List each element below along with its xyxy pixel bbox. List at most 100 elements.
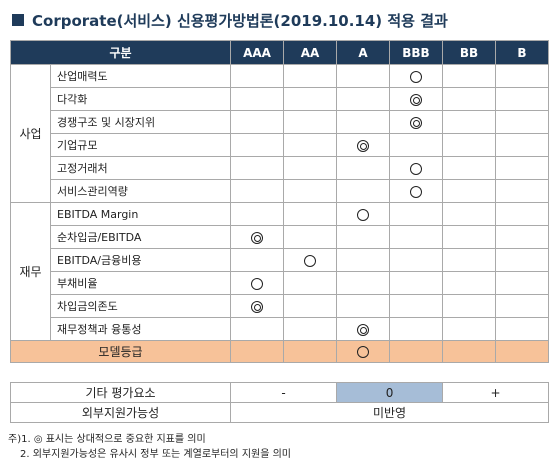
circle-icon: [304, 254, 316, 267]
grade-cell-a: [336, 133, 390, 157]
indicator-label: 차입금의존도: [50, 294, 231, 318]
table-row: 다각화: [11, 87, 549, 111]
table-row: 순차입금/EBITDA: [11, 225, 549, 249]
grade-cell-a: [336, 294, 390, 318]
circle-icon: [357, 346, 369, 358]
grade-cell-aa: [283, 202, 337, 226]
grade-cell-bb: [442, 179, 496, 203]
grade-cell-bbb: [389, 225, 443, 249]
grade-cell-bb: [442, 202, 496, 226]
other-factors-plus: +: [442, 382, 550, 403]
indicator-label: 부채비율: [50, 271, 231, 295]
grade-cell-aa: [283, 110, 337, 134]
grade-cell-bbb: [389, 156, 443, 180]
header-gubun: 구분: [10, 40, 231, 65]
double-circle-icon: [251, 231, 263, 244]
rating-table: 구분 AAA AA A BBB BB B 사업 산업매력도 다각화 경쟁구조 및 시장…: [10, 40, 549, 363]
table-row: 기업규모: [11, 133, 549, 157]
grade-cell-aa: [283, 340, 337, 363]
grade-cell-bbb: [389, 110, 443, 134]
double-circle-icon: [357, 323, 369, 336]
circle-icon: [410, 162, 422, 175]
grade-cell-b: [495, 317, 549, 341]
grade-cell-bb: [442, 317, 496, 341]
circle-icon: [251, 277, 263, 290]
table-row: 재무정책과 융통성: [11, 317, 549, 341]
header-grade: AA: [283, 40, 337, 65]
header-grade: B: [495, 40, 549, 65]
indicator-label: 경쟁구조 및 시장지위: [50, 110, 231, 134]
grade-cell-bbb: [389, 248, 443, 272]
circle-icon: [410, 185, 422, 198]
grade-cell-b: [495, 87, 549, 111]
grade-cell-aaa: [230, 179, 284, 203]
grade-cell-aaa: [230, 156, 284, 180]
grade-cell-a: [336, 64, 390, 88]
grade-cell-bb: [442, 64, 496, 88]
indicator-label: EBITDA Margin: [50, 202, 231, 226]
grade-cell-bb: [442, 271, 496, 295]
grade-cell-bbb: [389, 179, 443, 203]
grade-cell-bbb: [389, 294, 443, 318]
table-row: 사업 산업매력도: [10, 64, 549, 203]
grade-cell-aa: [283, 64, 337, 88]
grade-cell-b: [495, 202, 549, 226]
grade-cell-a: [336, 271, 390, 295]
external-support-label: 외부지원가능성: [10, 402, 231, 423]
grade-cell-aa: [283, 294, 337, 318]
header-grade: BB: [442, 40, 496, 65]
grade-cell-aaa: [230, 248, 284, 272]
grade-cell-a: [336, 317, 390, 341]
table-row: 부채비율: [11, 271, 549, 295]
grade-cell-bbb: [389, 133, 443, 157]
double-circle-icon: [410, 116, 422, 129]
table-row: 고정거래처: [11, 156, 549, 180]
circle-icon: [410, 70, 422, 83]
other-factors-row: 기타 평가요소 - 0 +: [10, 382, 550, 403]
grade-cell-a: [336, 225, 390, 249]
grade-cell-b: [495, 133, 549, 157]
grade-cell-aa: [283, 248, 337, 272]
grade-cell-a: [336, 179, 390, 203]
grade-cell-aa: [283, 317, 337, 341]
footnotes: 주)1. ◎ 표시는 상대적으로 중요한 지표를 의미 2. 외부지원가능성은 …: [8, 432, 291, 462]
grade-cell-bbb: [389, 64, 443, 88]
grade-cell-aaa: [230, 202, 284, 226]
grade-cell-aaa: [230, 271, 284, 295]
double-circle-icon: [410, 93, 422, 106]
indicator-label: 서비스관리역량: [50, 179, 231, 203]
external-support-row: 외부지원가능성 미반영: [10, 402, 550, 423]
other-factors-minus: -: [230, 382, 337, 403]
table-row: 차입금의존도: [11, 294, 549, 318]
grade-cell-bb: [442, 87, 496, 111]
grade-cell-a: [336, 156, 390, 180]
indicator-label: 기업규모: [50, 133, 231, 157]
header-grade: A: [336, 40, 390, 65]
header-grade: BBB: [389, 40, 443, 65]
grade-cell-aa: [283, 179, 337, 203]
grade-cell-bb: [442, 133, 496, 157]
grade-cell-a: [336, 340, 390, 363]
grade-cell-aaa: [230, 294, 284, 318]
grade-cell-aaa: [230, 225, 284, 249]
grade-cell-aaa: [230, 64, 284, 88]
indicator-label: 고정거래처: [50, 156, 231, 180]
grade-cell-b: [495, 179, 549, 203]
grade-cell-a: [336, 202, 390, 226]
grade-cell-bb: [442, 340, 496, 363]
grade-cell-aa: [283, 87, 337, 111]
grade-cell-a: [336, 248, 390, 272]
grade-cell-bb: [442, 294, 496, 318]
grade-cell-b: [495, 271, 549, 295]
header-grade: AAA: [230, 40, 284, 65]
grade-cell-bbb: [389, 340, 443, 363]
grade-cell-bbb: [389, 271, 443, 295]
page-title: Corporate(서비스) 신용평가방법론(2019.10.14) 적용 결과: [12, 8, 448, 32]
grade-cell-aaa: [230, 87, 284, 111]
double-circle-icon: [251, 300, 263, 313]
title-square-icon: [12, 14, 24, 26]
grade-cell-aaa: [230, 340, 284, 363]
grade-cell-aaa: [230, 133, 284, 157]
table-row: 경쟁구조 및 시장지위: [11, 110, 549, 134]
table-row: 재무 EBITDA Margin: [10, 202, 549, 341]
